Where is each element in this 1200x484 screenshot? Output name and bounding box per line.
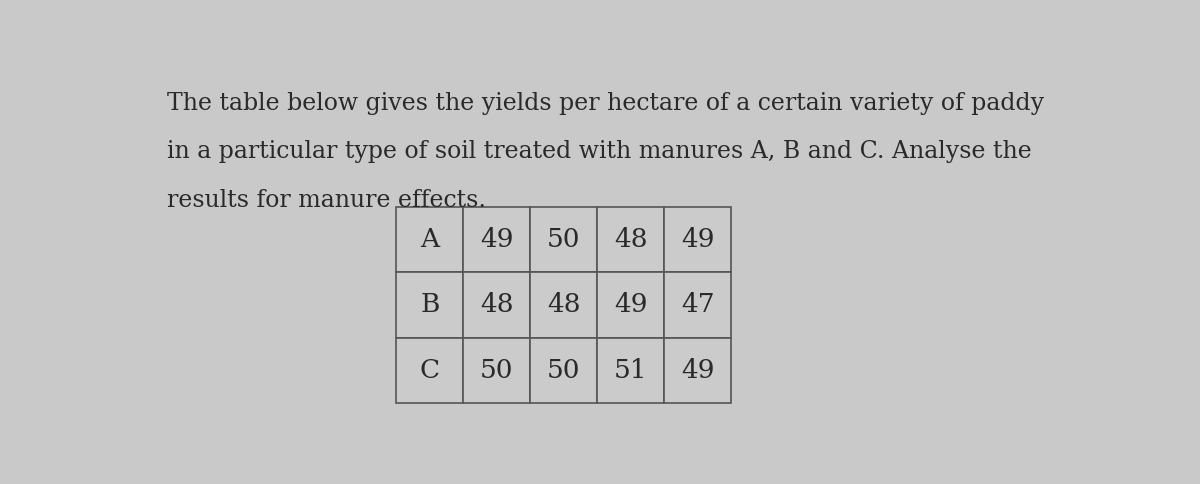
Text: 47: 47 — [680, 292, 714, 318]
Text: 48: 48 — [614, 227, 648, 252]
Text: 48: 48 — [480, 292, 514, 318]
Bar — [598, 272, 665, 338]
Bar — [463, 338, 530, 403]
Bar — [530, 272, 598, 338]
Text: B: B — [420, 292, 439, 318]
Bar — [463, 272, 530, 338]
Text: 49: 49 — [480, 227, 514, 252]
Text: results for manure effects.: results for manure effects. — [167, 188, 486, 212]
Text: 50: 50 — [480, 358, 514, 383]
Text: The table below gives the yields per hectare of a certain variety of paddy: The table below gives the yields per hec… — [167, 91, 1044, 115]
Bar — [463, 207, 530, 272]
Bar — [665, 338, 731, 403]
Text: 49: 49 — [682, 227, 714, 252]
Bar — [396, 207, 463, 272]
Text: C: C — [420, 358, 440, 383]
Bar — [396, 272, 463, 338]
Text: 49: 49 — [614, 292, 648, 318]
Text: 51: 51 — [614, 358, 648, 383]
Text: 49: 49 — [682, 358, 714, 383]
Bar — [530, 338, 598, 403]
Bar — [598, 207, 665, 272]
Text: 50: 50 — [547, 227, 581, 252]
Text: in a particular type of soil treated with manures A, B and C. Analyse the: in a particular type of soil treated wit… — [167, 140, 1032, 163]
Text: A: A — [420, 227, 439, 252]
Bar — [396, 338, 463, 403]
Bar — [530, 207, 598, 272]
Text: 50: 50 — [547, 358, 581, 383]
Bar — [665, 207, 731, 272]
Bar — [665, 272, 731, 338]
Text: 48: 48 — [547, 292, 581, 318]
Bar — [598, 338, 665, 403]
